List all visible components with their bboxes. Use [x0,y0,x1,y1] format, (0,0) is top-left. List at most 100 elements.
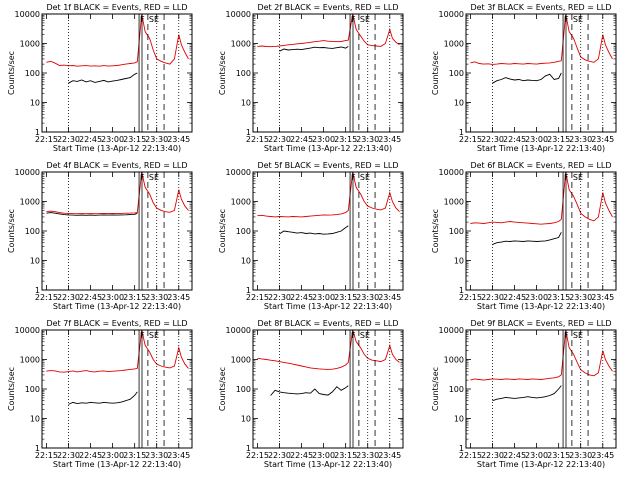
events-series-line [492,232,562,245]
plot-frame [252,329,404,449]
y-axis-label: Counts/sec [218,209,227,253]
x-axis-label: Start Time (13-Apr-12 22:13:40) [477,144,605,153]
x-tick-label: 23:30 [356,451,379,460]
y-tick-label: 10000 [439,168,464,177]
chart-title: Det 3f BLACK = Events, RED = LLD [470,3,611,12]
x-tick-label: 23:45 [378,293,401,302]
x-tick-label: 22:15 [459,135,482,144]
chart-panel-1: Det 1f BLACK = Events, RED = LLD F SE 1 10 10… [7,3,193,153]
x-tick-label: 22:30 [57,451,80,460]
x-tick-label: 23:15 [334,293,357,302]
x-tick-label: 23:30 [145,135,168,144]
y-tick-label: 10 [454,257,464,266]
marker-label: F [140,331,145,340]
y-tick-label: 1000 [20,198,40,207]
y-tick-label: 1000 [20,40,40,49]
x-tick-label: 23:15 [123,293,146,302]
chart-title: Det 2f BLACK = Events, RED = LLD [257,3,398,12]
x-tick-label: 22:30 [268,451,291,460]
y-tick-label: 100 [449,69,464,78]
y-axis-label: Counts/sec [7,367,16,411]
marker-label: SE [573,331,583,340]
y-tick-label: 10 [241,415,251,424]
y-axis-label: Counts/sec [7,51,16,95]
chart-title: Det 5f BLACK = Events, RED = LLD [257,161,398,170]
marker-label: F [564,15,569,24]
x-tick-label: 22:15 [35,135,58,144]
x-axis-label: Start Time (13-Apr-12 22:13:40) [264,460,392,469]
marker-label: F [564,331,569,340]
y-tick-label: 10000 [439,326,464,335]
y-tick-label: 100 [25,69,40,78]
x-tick-label: 23:45 [591,135,614,144]
y-tick-label: 10000 [15,168,40,177]
events-series-line [492,385,562,402]
y-tick-label: 1 [35,286,40,295]
y-axis-label: Counts/sec [431,209,440,253]
y-tick-label: 10 [30,415,40,424]
x-tick-label: 23:15 [334,451,357,460]
x-tick-label: 23:30 [356,293,379,302]
plot-frame [465,13,617,133]
y-axis-label: Counts/sec [218,51,227,95]
x-axis-label: Start Time (13-Apr-12 22:13:40) [53,302,181,311]
x-tick-label: 22:15 [35,293,58,302]
x-tick-label: 22:45 [290,293,313,302]
marker-label: F [351,15,356,24]
y-axis-label: Counts/sec [431,51,440,95]
events-series-line [279,46,349,52]
y-tick-label: 1 [459,444,464,453]
y-tick-label: 100 [236,385,251,394]
marker-label: SE [573,173,583,182]
marker-label: SE [149,15,159,24]
y-axis-label: Counts/sec [218,367,227,411]
plot-frame [41,329,193,449]
lld-series-line [46,14,189,67]
x-tick-label: 22:30 [481,451,504,460]
marker-label: SE [360,173,370,182]
marker-label: F [564,173,569,182]
x-tick-label: 22:15 [246,451,269,460]
y-tick-label: 1000 [20,356,40,365]
marker-label: F [351,331,356,340]
x-tick-label: 22:15 [246,293,269,302]
y-tick-label: 10000 [226,168,251,177]
y-tick-label: 100 [236,227,251,236]
plot-frame [252,13,404,133]
chart-panel-5: Det 5f BLACK = Events, RED = LLD F SE 1 10 10… [218,161,404,311]
y-tick-label: 1 [35,444,40,453]
y-tick-label: 10 [454,415,464,424]
marker-label: F [140,15,145,24]
x-tick-label: 23:30 [569,451,592,460]
x-tick-label: 23:30 [145,293,168,302]
x-tick-label: 23:15 [334,135,357,144]
chart-title: Det 4f BLACK = Events, RED = LLD [46,161,187,170]
marker-label: SE [149,173,159,182]
x-tick-label: 22:45 [503,293,526,302]
x-tick-label: 22:30 [268,293,291,302]
plot-frame [252,171,404,291]
x-tick-label: 22:45 [79,451,102,460]
y-tick-label: 1000 [444,40,464,49]
y-axis-label: Counts/sec [431,367,440,411]
chart-panel-2: Det 2f BLACK = Events, RED = LLD F SE 1 10 10… [218,3,404,153]
y-tick-label: 1000 [444,356,464,365]
x-tick-label: 23:00 [525,451,548,460]
y-tick-label: 10000 [15,10,40,19]
lld-series-line [470,172,613,225]
y-tick-label: 1 [246,444,251,453]
y-tick-label: 1000 [444,198,464,207]
chart-panel-3: Det 3f BLACK = Events, RED = LLD F SE 1 10 10… [431,3,617,153]
y-tick-label: 1 [246,128,251,137]
x-tick-label: 22:30 [481,293,504,302]
y-tick-label: 10 [241,257,251,266]
chart-title: Det 7f BLACK = Events, RED = LLD [46,319,187,328]
marker-label: F [140,173,145,182]
chart-title: Det 9f BLACK = Events, RED = LLD [470,319,611,328]
x-tick-label: 23:15 [123,451,146,460]
x-tick-label: 22:15 [246,135,269,144]
plot-frame [41,13,193,133]
x-tick-label: 23:45 [167,135,190,144]
lld-series-line [470,14,613,65]
x-tick-label: 23:15 [547,451,570,460]
